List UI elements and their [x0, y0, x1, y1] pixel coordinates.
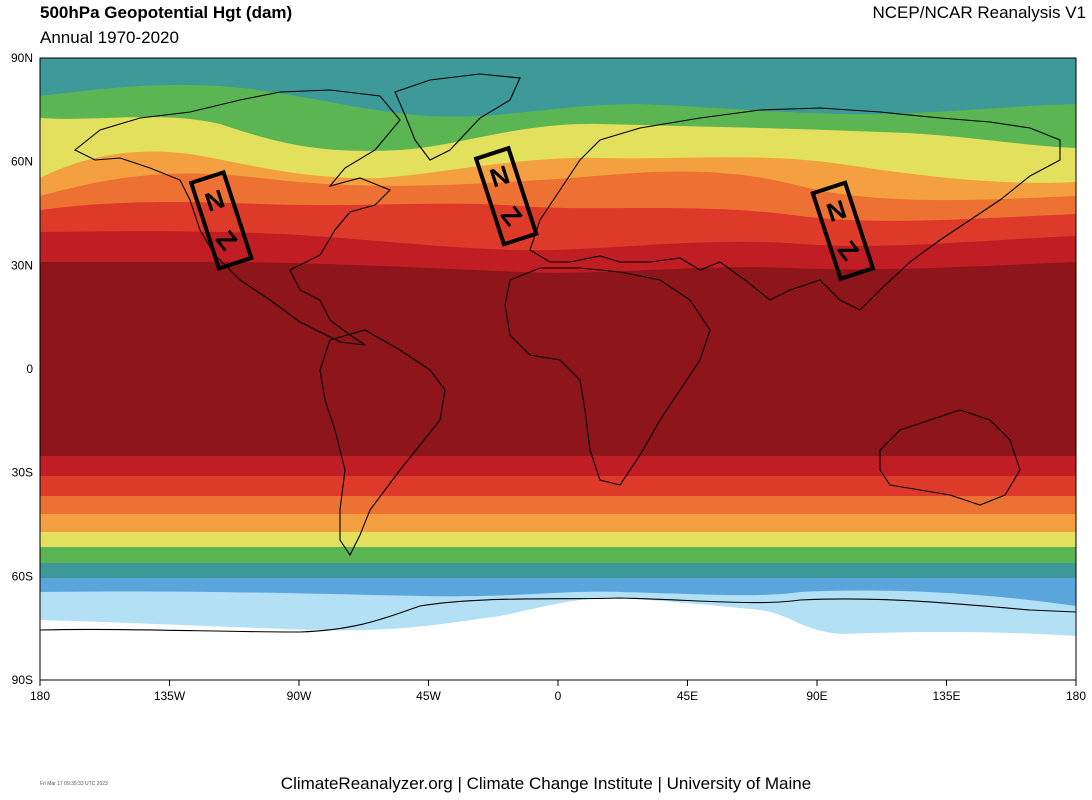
lat-tick-label: 90S	[12, 673, 33, 687]
lon-tick-label: 90E	[806, 689, 827, 703]
lat-tick-label: 60N	[11, 155, 33, 169]
australia-coast	[879, 409, 1021, 506]
annotation-box	[810, 180, 876, 282]
map-subtitle: Annual 1970-2020	[40, 28, 179, 47]
south-america-coast	[319, 329, 446, 557]
tick-marks	[34, 58, 40, 680]
greenland-coast	[394, 73, 521, 161]
lat-axis: 90N 60N 30N 0 30S 60S 90S	[11, 51, 33, 687]
map-title: 500hPa Geopotential Hgt (dam)	[40, 3, 293, 22]
europe-asia-coast	[529, 107, 1061, 311]
antarctica-coast	[40, 597, 1076, 633]
lat-tick-label: 90N	[11, 51, 33, 65]
africa-coast	[504, 267, 711, 486]
lon-tick-label: 45E	[677, 689, 698, 703]
lon-tick-label: 90W	[287, 689, 312, 703]
lat-tick-label: 30S	[12, 466, 33, 480]
north-america-coast	[73, 89, 401, 346]
lon-tick-label: 0	[555, 689, 562, 703]
antarctic-white-region	[40, 597, 1076, 680]
lat-tick-label: 60S	[12, 569, 33, 583]
lon-tick-label: 180	[30, 689, 50, 703]
coastlines	[40, 73, 1076, 633]
data-source: NCEP/NCAR Reanalysis V1	[872, 3, 1086, 22]
footer-credits: ClimateReanalyzer.org | Climate Change I…	[280, 774, 812, 793]
lat-tick-label: 0	[26, 362, 33, 376]
lon-tick-label: 135W	[154, 689, 186, 703]
lon-tick-label: 180	[1066, 689, 1086, 703]
band-teal-north	[40, 58, 1076, 117]
annotation-box	[473, 145, 539, 247]
annotation-box	[188, 169, 254, 271]
lon-tick-label: 45W	[416, 689, 441, 703]
lon-axis: 180 135W 90W 45W 0 45E 90E 135E 180	[30, 680, 1086, 703]
lat-tick-label: 30N	[11, 258, 33, 272]
lon-tick-label: 135E	[932, 689, 960, 703]
timestamp: Fri Mar 17 09:39:33 UTC 2023	[40, 781, 108, 787]
